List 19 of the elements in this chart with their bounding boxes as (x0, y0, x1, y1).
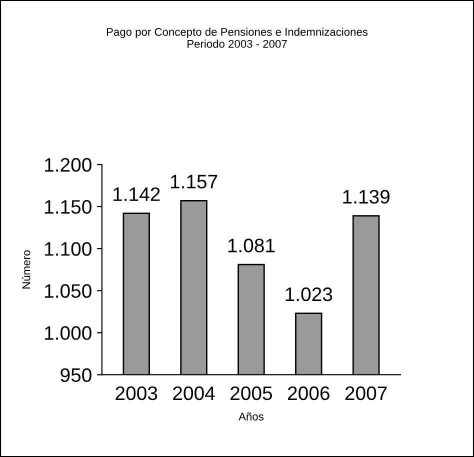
x-axis-title: Años (238, 412, 264, 420)
x-tick-label: 2007 (345, 386, 387, 400)
x-tick-label: 2004 (173, 386, 215, 400)
y-tick-label: 1.100 (45, 242, 92, 256)
data-label: 1.081 (228, 238, 275, 252)
data-label: 1.142 (114, 187, 160, 201)
x-tick-label: 2006 (288, 386, 330, 400)
y-axis-title: Número (22, 250, 30, 288)
x-tick-label: 2005 (230, 386, 272, 400)
data-label: 1.139 (343, 190, 390, 204)
data-label: 1.023 (286, 287, 332, 302)
y-tick-label: 1.050 (45, 284, 92, 298)
x-tick-label: 2003 (116, 386, 158, 400)
y-tick-label: 1.000 (45, 326, 92, 340)
y-tick-label: 1.150 (45, 200, 92, 214)
y-tick-label: 1.200 (45, 158, 92, 172)
data-label: 1.157 (170, 174, 218, 188)
y-tick-label: 950 (60, 368, 92, 382)
chart-title: Pago por Concepto de Pensiones e Indemnizaciones Periodo 2003 - 2007 (106, 28, 368, 48)
